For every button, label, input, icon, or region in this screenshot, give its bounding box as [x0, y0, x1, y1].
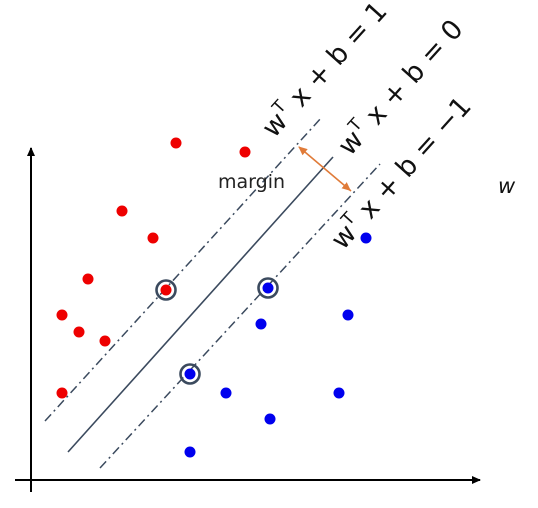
positive-point — [82, 273, 94, 285]
positive-point — [147, 232, 159, 244]
positive-point — [73, 326, 85, 338]
upper-margin-line — [44, 116, 323, 422]
positive-point — [239, 146, 251, 158]
negative-point — [264, 413, 276, 425]
positive-point — [99, 335, 111, 347]
negative-point — [342, 309, 354, 321]
negative-point — [360, 232, 372, 244]
negative-point — [255, 318, 267, 330]
support-vector-ring — [155, 279, 177, 301]
negative-point — [184, 446, 196, 458]
lower-margin-line — [99, 163, 381, 469]
decision-boundary-line — [67, 156, 334, 453]
lower-margin-equation: wT x + b = −1 — [323, 89, 478, 256]
support-vector-ring — [257, 277, 279, 299]
normal-vector-label: w — [498, 174, 516, 198]
negative-point — [184, 368, 196, 380]
support-vector-rings — [155, 277, 279, 385]
positive-class-points — [56, 137, 251, 399]
positive-point — [116, 205, 128, 217]
margin-label: margin — [218, 171, 285, 193]
positive-point — [170, 137, 182, 149]
positive-point — [56, 309, 68, 321]
margin-arrow — [298, 146, 352, 192]
negative-point — [262, 282, 274, 294]
positive-point — [160, 284, 172, 296]
negative-point — [220, 387, 232, 399]
negative-point — [333, 387, 345, 399]
support-vector-ring — [179, 363, 201, 385]
positive-point — [56, 387, 68, 399]
negative-class-points — [184, 232, 372, 458]
